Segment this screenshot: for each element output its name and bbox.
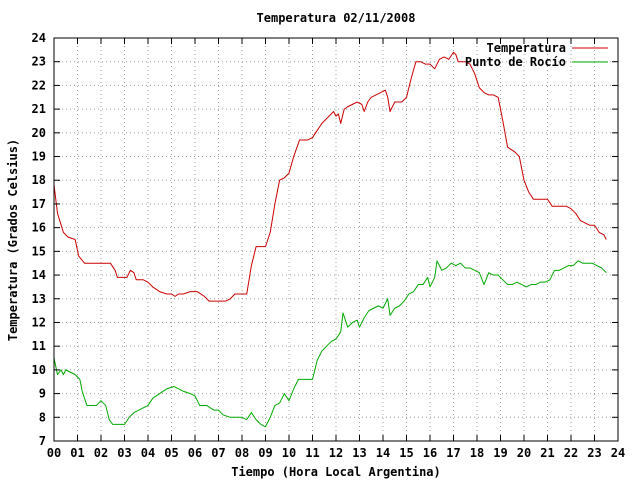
y-tick-label: 14 xyxy=(32,268,46,282)
y-tick-label: 11 xyxy=(32,339,46,353)
x-tick-label: 23 xyxy=(587,446,601,460)
x-tick-label: 19 xyxy=(493,446,507,460)
x-tick-label: 18 xyxy=(470,446,484,460)
y-tick-label: 16 xyxy=(32,221,46,235)
y-tick-label: 23 xyxy=(32,55,46,69)
y-tick-label: 24 xyxy=(32,31,46,45)
legend: Temperatura Punto de Rocío xyxy=(465,41,608,69)
y-axis-label: Temperatura (Grados Celsius) xyxy=(6,139,20,341)
x-tick-label: 12 xyxy=(329,446,343,460)
x-tick-label: 02 xyxy=(94,446,108,460)
x-tick-label: 21 xyxy=(540,446,554,460)
x-tick-label: 05 xyxy=(164,446,178,460)
x-tick-label: 20 xyxy=(517,446,531,460)
x-tick-label: 00 xyxy=(47,446,61,460)
series-layer xyxy=(53,51,607,428)
x-tick-label: 17 xyxy=(446,446,460,460)
y-tick-label: 18 xyxy=(32,173,46,187)
x-tick-label: 06 xyxy=(188,446,202,460)
y-tick-label: 17 xyxy=(32,197,46,211)
legend-label-temperatura: Temperatura xyxy=(487,41,566,55)
y-tick-label: 19 xyxy=(32,150,46,164)
y-tick-label: 22 xyxy=(32,78,46,92)
y-tick-label: 20 xyxy=(32,126,46,140)
x-tick-label: 01 xyxy=(70,446,84,460)
y-tick-label: 7 xyxy=(39,434,46,448)
x-tick-label: 13 xyxy=(352,446,366,460)
ticks xyxy=(53,37,619,442)
y-tick-label: 9 xyxy=(39,387,46,401)
x-tick-label: 24 xyxy=(611,446,625,460)
x-tick-label: 07 xyxy=(211,446,225,460)
x-tick-label: 09 xyxy=(258,446,272,460)
series-line-punto-de-rocio xyxy=(53,260,607,428)
chart-title: Temperatura 02/11/2008 xyxy=(257,11,416,25)
y-tick-label: 12 xyxy=(32,315,46,329)
y-tick-label: 21 xyxy=(32,102,46,116)
x-tick-label: 03 xyxy=(117,446,131,460)
x-tick-label: 08 xyxy=(235,446,249,460)
x-tick-label: 22 xyxy=(564,446,578,460)
grid xyxy=(54,38,618,441)
x-tick-label: 11 xyxy=(305,446,319,460)
y-tick-label: 8 xyxy=(39,410,46,424)
y-tick-label: 15 xyxy=(32,244,46,258)
x-tick-label: 15 xyxy=(399,446,413,460)
tick-labels: 00 01 02 03 04 05 06 07 08 09 10 11 12 13 14 15 16 17 18 19… xyxy=(32,31,626,460)
x-axis-label: Tiempo (Hora Local Argentina) xyxy=(231,465,441,479)
y-tick-label: 13 xyxy=(32,292,46,306)
legend-label-punto-de-rocio: Punto de Rocío xyxy=(465,55,566,69)
x-tick-label: 16 xyxy=(423,446,437,460)
x-tick-label: 10 xyxy=(282,446,296,460)
y-tick-label: 10 xyxy=(32,363,46,377)
x-tick-label: 14 xyxy=(376,446,390,460)
x-tick-label: 04 xyxy=(141,446,155,460)
series-line-temperatura xyxy=(53,51,607,302)
